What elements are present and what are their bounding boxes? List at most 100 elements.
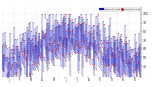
Point <box>77 24 79 26</box>
Point <box>2 70 4 72</box>
Point <box>16 45 18 46</box>
Point <box>123 24 126 26</box>
Point <box>93 25 96 26</box>
Point <box>82 34 85 35</box>
Point <box>13 48 16 50</box>
Point <box>45 33 48 34</box>
Point <box>90 59 93 60</box>
Point <box>33 70 35 71</box>
Point <box>76 51 79 53</box>
Point <box>40 60 43 61</box>
Point <box>57 44 59 46</box>
Point <box>74 43 77 45</box>
Point <box>106 79 109 80</box>
Point <box>16 64 18 65</box>
Point <box>106 64 108 66</box>
Point <box>97 59 100 60</box>
Point <box>96 55 98 56</box>
Point <box>9 32 11 33</box>
Point <box>35 65 38 67</box>
Point <box>73 17 76 19</box>
Point <box>64 13 67 15</box>
Point <box>7 63 10 64</box>
Point <box>54 44 56 45</box>
Point <box>11 48 13 49</box>
Point <box>38 52 41 54</box>
Point <box>22 57 25 58</box>
Point <box>71 53 73 55</box>
Point <box>115 49 118 51</box>
Point <box>53 42 56 43</box>
Point <box>131 57 134 58</box>
Point <box>87 41 90 43</box>
Point <box>87 46 89 47</box>
Point <box>78 52 81 54</box>
Point <box>66 37 68 38</box>
Point <box>123 61 126 62</box>
Point <box>6 74 8 75</box>
Point <box>65 54 68 55</box>
Point <box>95 68 97 70</box>
Point <box>26 84 29 86</box>
Point <box>92 47 94 48</box>
Point <box>39 56 41 57</box>
Point <box>108 55 111 56</box>
Point <box>116 46 119 47</box>
Point <box>62 67 64 68</box>
Point <box>31 42 34 43</box>
Point <box>71 46 74 47</box>
Point <box>99 50 102 52</box>
Point <box>129 58 132 59</box>
Point <box>105 76 107 77</box>
Point <box>40 44 43 46</box>
Point <box>121 53 124 54</box>
Point <box>55 47 58 49</box>
Point <box>10 56 13 57</box>
Point <box>111 51 114 52</box>
Point <box>107 65 110 67</box>
Point <box>103 71 105 73</box>
Point <box>30 39 32 40</box>
Point <box>39 52 41 54</box>
Point <box>3 79 5 80</box>
Point <box>39 38 41 40</box>
Point <box>133 66 135 67</box>
Point <box>102 42 104 43</box>
Point <box>8 78 11 79</box>
Point <box>60 66 62 67</box>
Point <box>15 74 18 75</box>
Point <box>96 13 99 15</box>
Point <box>86 19 89 20</box>
Point <box>59 38 62 40</box>
Point <box>138 53 141 54</box>
Point <box>122 51 124 52</box>
Point <box>96 52 98 54</box>
Point <box>125 41 127 42</box>
Point <box>25 60 28 61</box>
Point <box>67 35 69 36</box>
Point <box>127 84 129 85</box>
Point <box>102 61 105 63</box>
Point <box>124 65 126 66</box>
Point <box>34 27 36 28</box>
Point <box>7 76 10 78</box>
Point <box>123 73 125 74</box>
Point <box>65 36 68 38</box>
Point <box>89 41 92 43</box>
Point <box>98 47 101 48</box>
Point <box>86 50 89 52</box>
Point <box>50 36 52 38</box>
Point <box>122 61 125 62</box>
Point <box>62 13 65 15</box>
Point <box>42 70 44 72</box>
Point <box>18 55 21 56</box>
Point <box>26 75 28 76</box>
Point <box>57 24 60 26</box>
Point <box>107 65 109 66</box>
Point <box>71 22 74 23</box>
Point <box>92 24 94 26</box>
Point <box>77 52 79 54</box>
Point <box>93 50 96 52</box>
Point <box>110 55 113 56</box>
Point <box>125 43 128 44</box>
